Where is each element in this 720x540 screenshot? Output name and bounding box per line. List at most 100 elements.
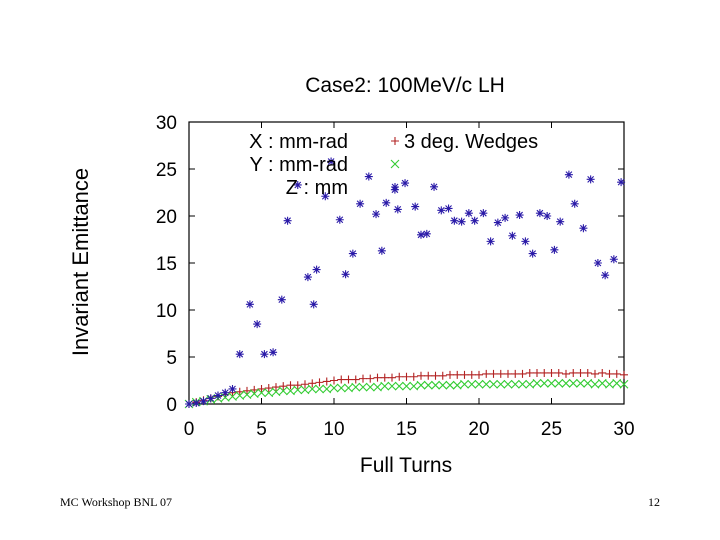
data-point-x [431,371,440,380]
data-point-x [569,368,578,377]
data-point-z [214,391,222,400]
data-point-z [486,237,495,246]
data-point-x [525,368,534,377]
legend-marker [391,183,399,191]
data-point-x [395,372,404,381]
data-point-x [540,368,549,377]
data-point-y [612,378,622,388]
data-point-x [388,373,396,382]
data-point-z [245,300,254,309]
data-point-x [547,368,556,377]
data-point-z [377,246,386,255]
data-point-x [612,369,621,378]
data-point-z [550,245,559,254]
data-point-x [308,379,317,388]
legend-marker [391,137,399,145]
data-point-y [394,381,404,391]
data-point-y [257,388,266,398]
data-point-y [445,380,455,390]
data-point-z [321,192,330,201]
data-point-y [271,387,281,397]
slide-number: 12 [648,495,660,509]
data-point-y [467,379,477,389]
data-point-y [597,378,607,388]
data-point-y [532,378,542,388]
data-point-x [380,373,389,382]
data-point-y [518,379,527,389]
data-point-x [460,370,469,379]
data-point-z [521,237,530,246]
data-point-x [482,369,491,378]
data-point-z [617,178,626,187]
legend-title: 3 deg. Wedges [404,131,538,153]
data-point-x [605,369,614,378]
data-point-y [416,380,426,390]
data-point-x [591,369,599,378]
data-point-y [344,383,353,393]
data-point-z [586,175,595,184]
data-point-x [235,387,244,396]
y-axis-label: Invariant Emittance [68,168,93,356]
data-point-y [561,378,571,388]
data-point-z [192,399,201,408]
data-point-x [417,371,425,380]
data-point-x [620,370,628,379]
data-point-z [327,157,336,166]
data-point-z [356,199,365,208]
data-point-z [393,205,402,214]
data-point-x [264,384,273,393]
data-point-y [329,383,339,393]
data-point-z [564,170,573,179]
data-point-x [373,373,382,382]
data-point-x [409,372,418,381]
data-point-x [366,374,375,383]
data-point-y [351,382,361,392]
data-point-x [554,368,563,377]
data-point-y [315,384,324,394]
data-point-x [562,369,570,378]
data-point-y [380,381,390,391]
axis-ticks: 0 5 10 15 20 25 30 0 5 10 15 20 25 30 [156,113,635,440]
data-point-z [185,400,193,408]
y-tick-label: 15 [156,254,177,275]
data-point-z [430,182,439,191]
data-point-z [309,300,318,309]
data-point-z [348,249,357,258]
data-point-z [601,271,610,280]
data-point-z [235,350,244,359]
data-points [184,157,629,409]
data-point-y [387,381,397,391]
data-point-y [358,382,368,392]
data-point-y [474,379,484,389]
legend-label: X : mm-rad [249,131,348,153]
data-point-z [341,270,350,279]
data-point-x [475,370,483,379]
data-point-z [444,204,453,213]
data-point-z [221,388,230,397]
x-tick-label: 15 [396,419,417,440]
x-tick-label: 10 [323,419,344,440]
data-point-z [479,209,488,218]
data-point-z [260,350,269,359]
data-point-z [422,229,431,238]
legend-marker [390,159,400,169]
data-point-x [598,368,607,377]
data-point-y [510,379,520,389]
data-point-x [322,377,331,386]
data-point-y [235,391,245,400]
data-point-x [583,368,592,377]
data-point-z [579,224,588,233]
chart-title: Case2: 100MeV/c LH [305,74,505,97]
data-point-x [257,384,266,393]
data-point-z [528,249,537,258]
data-point-x [293,381,302,390]
y-tick-label: 10 [156,301,177,322]
data-point-y [228,392,237,401]
data-point-y [249,389,259,399]
data-point-z [372,210,381,219]
data-point-z [206,394,215,403]
data-point-y [547,378,556,388]
data-point-z [199,397,208,406]
